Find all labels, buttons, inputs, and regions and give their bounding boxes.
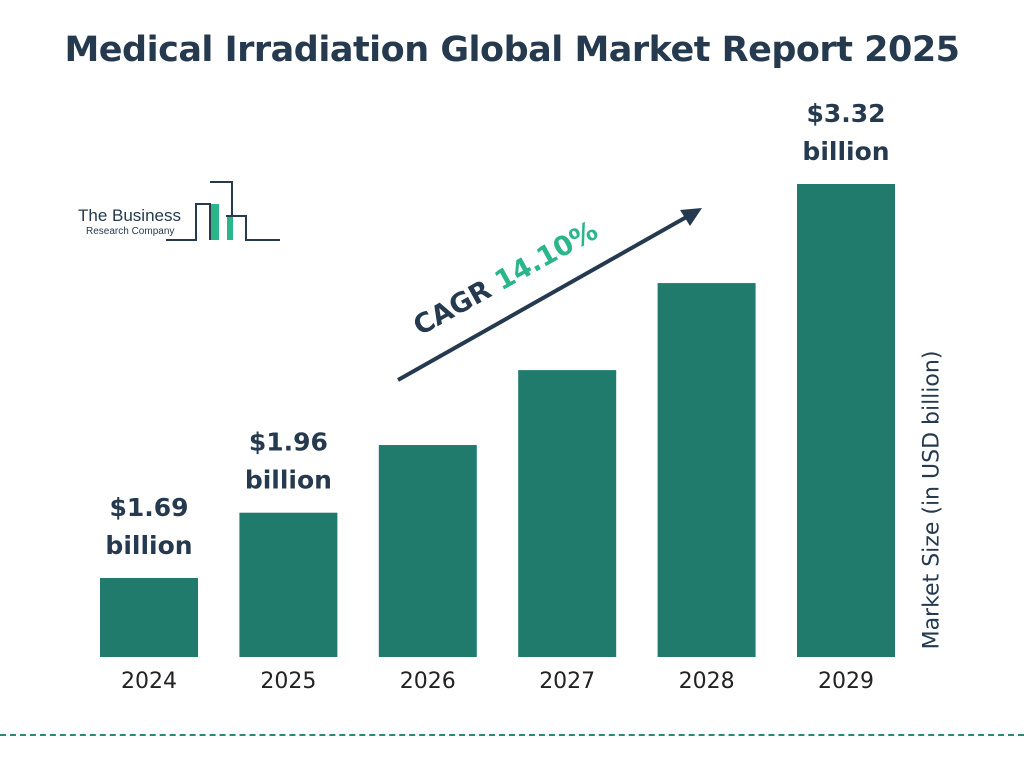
data-label-value: $1.96: [249, 428, 328, 457]
x-tick-label: 2028: [679, 669, 735, 694]
x-tick-label: 2024: [121, 669, 177, 694]
data-label-unit: billion: [105, 531, 192, 560]
x-tick-label: 2029: [818, 669, 874, 694]
x-tick-label: 2027: [539, 669, 595, 694]
bar-2026: [378, 445, 477, 657]
data-label-unit: billion: [245, 466, 332, 495]
bar-2029: [797, 183, 895, 657]
data-label-value: $1.69: [109, 493, 188, 522]
bar-2024: [100, 577, 198, 657]
company-logo: The Business Research Company: [78, 180, 288, 245]
data-label-value: $3.32: [806, 99, 885, 128]
chart-title: Medical Irradiation Global Market Report…: [64, 30, 960, 70]
y-axis-label: Market Size (in USD billion): [919, 350, 945, 650]
logo-line2: Research Company: [86, 226, 175, 237]
bar-2028: [657, 283, 756, 657]
bar-2027: [518, 370, 617, 657]
logo-buildings-icon: [166, 181, 280, 241]
footer-divider: [0, 734, 1024, 736]
cagr-arrow: [397, 208, 702, 382]
logo-line1: The Business: [78, 206, 181, 225]
x-tick-label: 2026: [400, 669, 456, 694]
data-label-unit: billion: [802, 137, 889, 166]
bar-2025: [239, 512, 338, 657]
x-tick-label: 2025: [260, 669, 316, 694]
